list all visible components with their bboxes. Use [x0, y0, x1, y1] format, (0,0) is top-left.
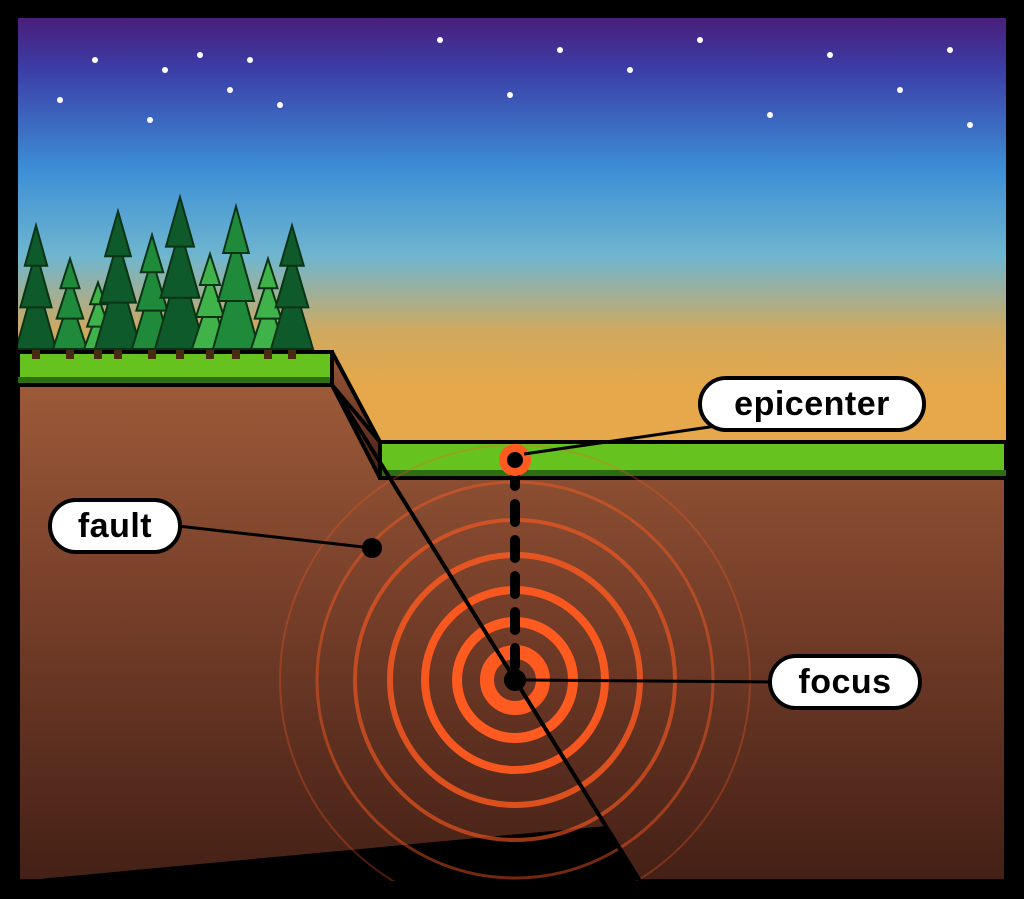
focus-dot [504, 669, 526, 691]
star-icon [507, 92, 513, 98]
star-icon [897, 87, 903, 93]
star-icon [947, 47, 953, 53]
star-icon [627, 67, 633, 73]
star-icon [437, 37, 443, 43]
star-icon [227, 87, 233, 93]
star-icon [767, 112, 773, 118]
star-icon [277, 102, 283, 108]
star-icon [147, 117, 153, 123]
earthquake-diagram: epicenter fault focus [0, 0, 1024, 899]
star-icon [197, 52, 203, 58]
star-icon [827, 52, 833, 58]
epicenter-label-text: epicenter [734, 385, 890, 423]
focus-label-text: focus [798, 663, 891, 701]
star-icon [162, 67, 168, 73]
star-icon [557, 47, 563, 53]
fault-leader-dot [362, 538, 382, 558]
focus-leader [524, 680, 772, 682]
star-icon [57, 97, 63, 103]
star-icon [92, 57, 98, 63]
epicenter-dot [507, 452, 523, 468]
star-icon [967, 122, 973, 128]
star-icon [697, 37, 703, 43]
star-icon [247, 57, 253, 63]
fault-label-text: fault [78, 507, 152, 545]
